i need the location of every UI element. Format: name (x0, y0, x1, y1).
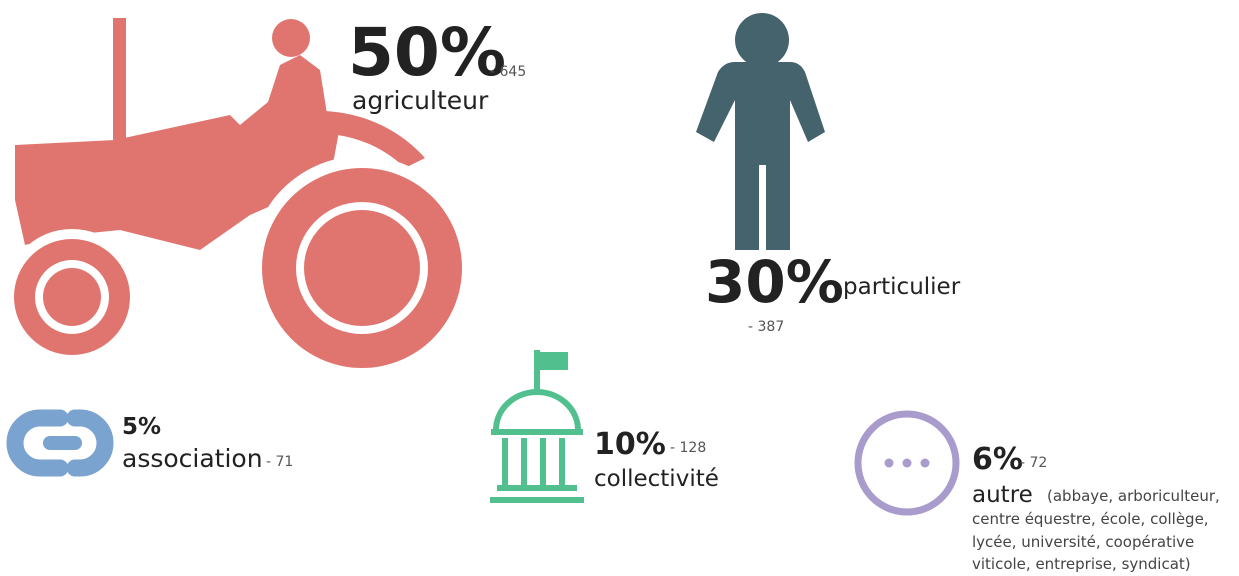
detail: viticole, entreprise, syndicat) (972, 557, 1191, 572)
label: particulier (843, 276, 960, 299)
link-icon (15, 418, 105, 468)
count: - 71 (266, 455, 293, 469)
percent: 10% (594, 430, 666, 460)
count: - 387 (748, 320, 784, 334)
detail: lycée, université, coopérative (972, 535, 1194, 550)
label: autre (972, 484, 1033, 507)
person-icon (696, 13, 825, 250)
count: - 72 (1020, 456, 1047, 470)
count: - 645 (490, 65, 526, 79)
label: agriculteur (352, 88, 488, 113)
label: collectivité (594, 468, 719, 491)
more-icon (858, 414, 956, 512)
percent: 5% (122, 416, 161, 439)
count: - 128 (670, 441, 706, 455)
percent: 30% (705, 253, 844, 311)
detail: (abbaye, arboriculteur, (1047, 489, 1220, 504)
infographic: 50% - 645 agriculteur 30% particulier - … (0, 0, 1239, 576)
label: association (122, 446, 263, 471)
building-icon (490, 350, 584, 500)
detail: centre équestre, école, collège, (972, 512, 1209, 527)
percent: 50% (348, 20, 506, 86)
percent: 6% (972, 445, 1023, 475)
